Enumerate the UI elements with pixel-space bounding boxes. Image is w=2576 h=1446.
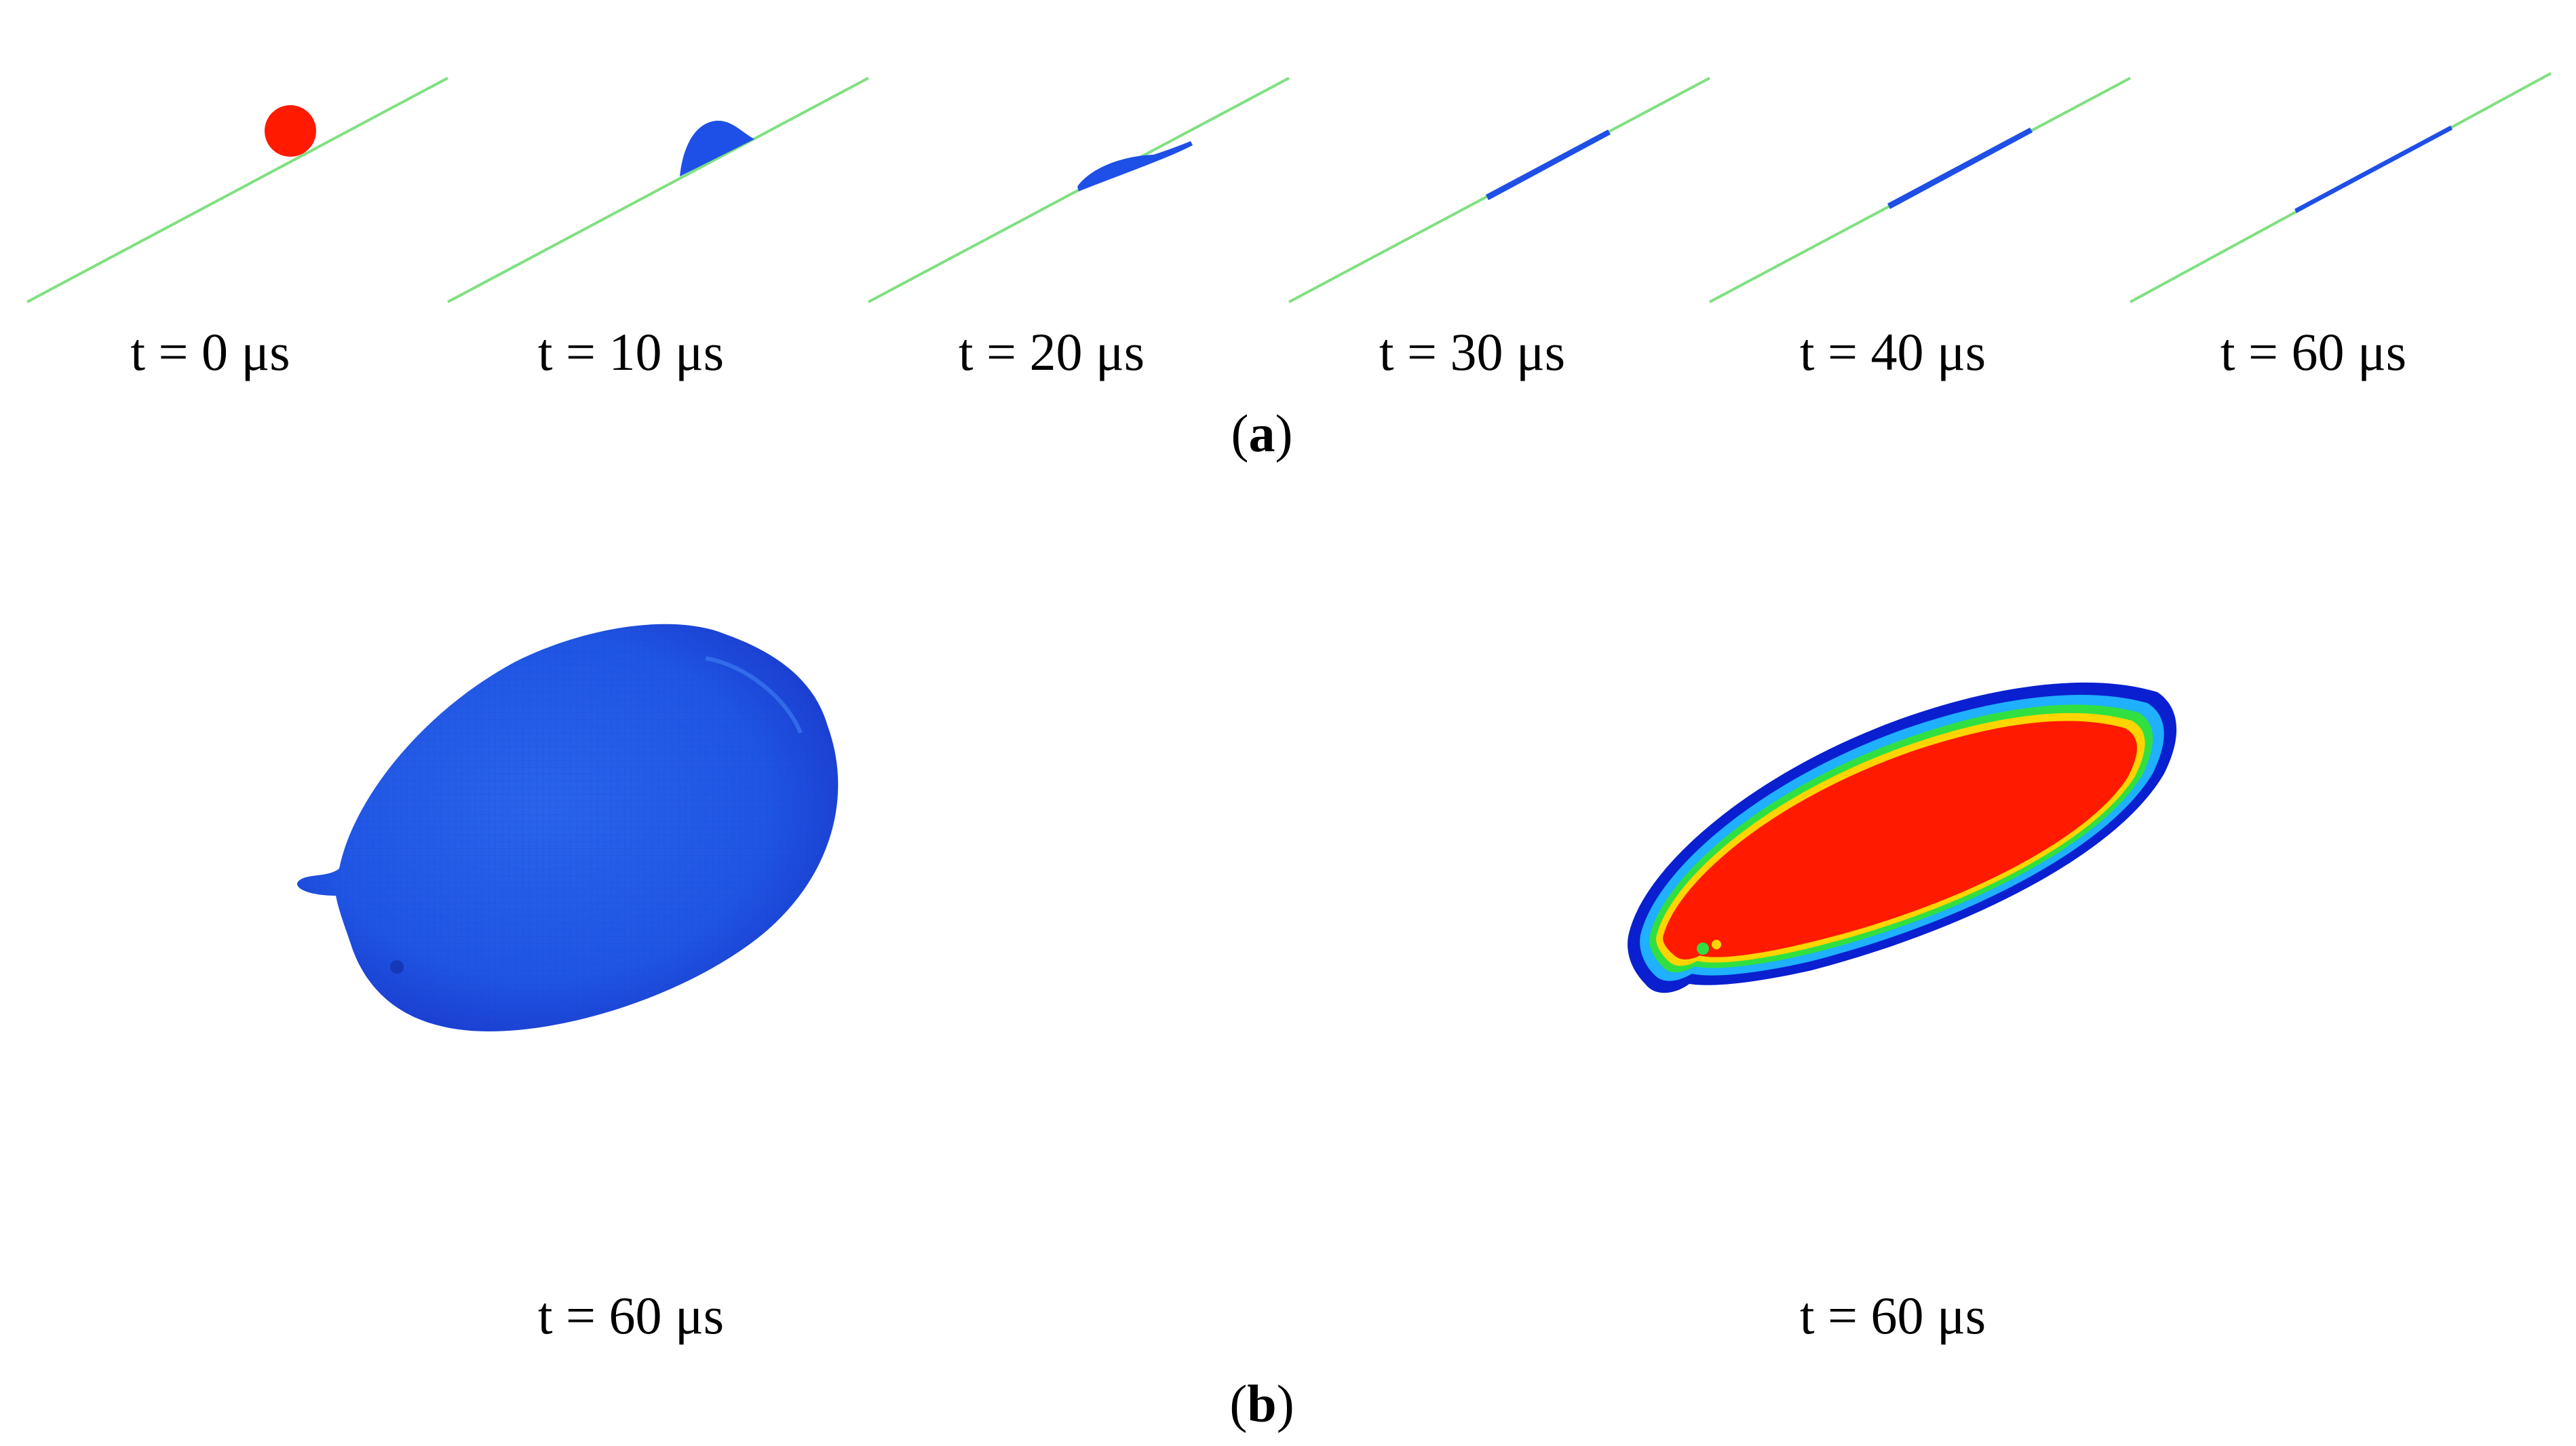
splat-view-colormap	[1615, 665, 2191, 1031]
splat-colormap-graphic	[1628, 682, 2177, 993]
frame-t60	[2123, 61, 2558, 319]
spreading-droplet	[1077, 141, 1193, 191]
view-time-label: t = 60 μs	[1799, 1286, 1986, 1345]
rim-highlight	[705, 656, 803, 734]
frame-time-label: t = 30 μs	[1379, 322, 1566, 381]
panel-b-label: (b)	[1229, 1374, 1294, 1433]
frame-t0	[20, 61, 455, 319]
frame-t60-graphic	[2130, 72, 2552, 303]
frame-time-label: t = 40 μs	[1799, 322, 1986, 381]
frame-t40-graphic	[1709, 77, 2131, 303]
frame-time-label: t = 10 μs	[537, 322, 725, 381]
substrate-line	[447, 77, 869, 303]
frame-t30	[1282, 61, 1716, 319]
view-time-label: t = 60 μs	[537, 1286, 725, 1345]
droplet	[265, 105, 316, 157]
panel-a-letter: a	[1248, 404, 1275, 463]
thin-film	[2294, 126, 2453, 213]
splat-red-core	[1663, 721, 2137, 959]
splat-view-blue	[271, 597, 909, 1086]
frame-time-label: t = 20 μs	[958, 322, 1145, 381]
frame-t10-graphic	[447, 77, 869, 303]
thin-film	[1486, 130, 1611, 200]
impacting-droplet	[680, 120, 754, 176]
frame-t20-graphic	[868, 77, 1290, 303]
particle-texture	[297, 624, 839, 1031]
surface-defect	[1712, 940, 1721, 949]
frame-t10	[441, 61, 875, 319]
surface-defect	[390, 960, 404, 974]
frame-t20	[862, 61, 1296, 319]
panel-b-letter: b	[1247, 1374, 1277, 1433]
frame-t0-graphic	[26, 77, 448, 303]
panel-a-label: (a)	[1231, 404, 1293, 463]
thin-film	[1887, 128, 2033, 209]
surface-defect	[1697, 943, 1709, 955]
frame-time-label: t = 0 μs	[130, 322, 290, 381]
substrate-line	[26, 77, 448, 303]
frame-time-label: t = 60 μs	[2220, 322, 2407, 381]
frame-t30-graphic	[1288, 77, 1710, 303]
frame-t40	[1703, 61, 2137, 319]
splat-blue-graphic	[297, 624, 839, 1031]
